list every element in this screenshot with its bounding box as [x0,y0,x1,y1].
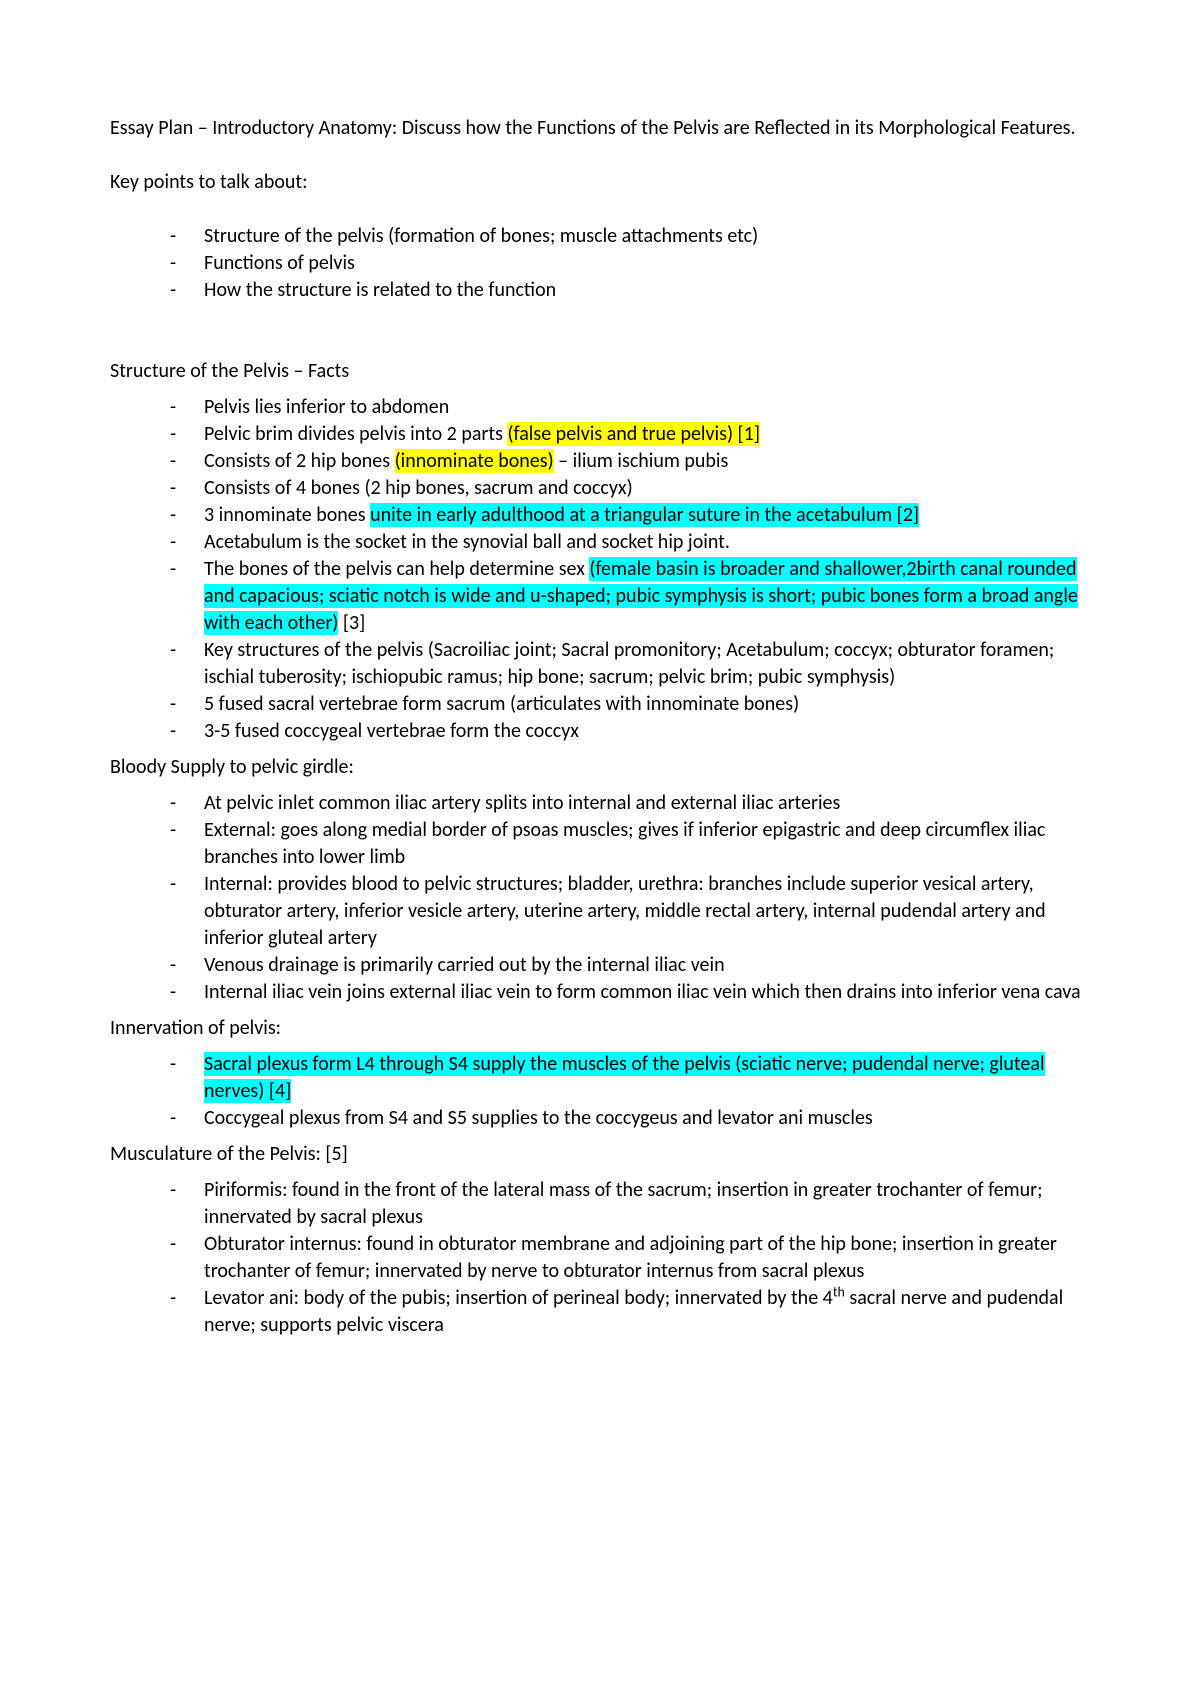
text-run: 5 fused sacral vertebrae form sacrum (ar… [204,692,799,716]
highlight-yellow: (false pelvis and true pelvis) [1] [507,422,760,446]
text-run: Levator ani: body of the pubis; insertio… [204,1286,833,1310]
list-item: Levator ani: body of the pubis; insertio… [170,1285,1090,1339]
document-title: Essay Plan – Introductory Anatomy: Discu… [110,115,1090,142]
list-item: At pelvic inlet common iliac artery spli… [170,790,1090,817]
text-run: Consists of 2 hip bones [204,449,395,473]
blood-list: At pelvic inlet common iliac artery spli… [110,790,1090,1006]
list-item: Venous drainage is primarily carried out… [170,952,1090,979]
list-item: 3-5 fused coccygeal vertebrae form the c… [170,718,1090,745]
text-run: Consists of 4 bones (2 hip bones, sacrum… [204,476,633,500]
list-item: Consists of 4 bones (2 hip bones, sacrum… [170,475,1090,502]
spacer [110,331,1090,358]
list-item: Internal iliac vein joins external iliac… [170,979,1090,1006]
text-run: Acetabulum is the socket in the synovial… [204,530,730,554]
structure-heading: Structure of the Pelvis – Facts [110,358,1090,385]
musculature-heading: Musculature of the Pelvis: [5] [110,1141,1090,1168]
list-item: External: goes along medial border of ps… [170,817,1090,871]
text-run: Key structures of the pelvis (Sacroiliac… [204,638,1054,689]
highlight-cyan: unite in early adulthood at a triangular… [370,503,919,527]
text-run: – ilium ischium pubis [554,449,729,473]
superscript: th [833,1283,845,1300]
text-run: 3 innominate bones [204,503,370,527]
list-item: Internal: provides blood to pelvic struc… [170,871,1090,952]
highlight-cyan: Sacral plexus form L4 through S4 supply … [204,1052,1045,1103]
list-item: 5 fused sacral vertebrae form sacrum (ar… [170,691,1090,718]
list-item: How the structure is related to the func… [170,277,1090,304]
list-item: 3 innominate bones unite in early adulth… [170,502,1090,529]
structure-list: Pelvis lies inferior to abdomenPelvic br… [110,394,1090,745]
list-item: Structure of the pelvis (formation of bo… [170,223,1090,250]
text-run: Pelvic brim divides pelvis into 2 parts [204,422,507,446]
list-item: Coccygeal plexus from S4 and S5 supplies… [170,1105,1090,1132]
musculature-list: Piriformis: found in the front of the la… [110,1177,1090,1339]
innervation-heading: Innervation of pelvis: [110,1015,1090,1042]
list-item: Acetabulum is the socket in the synovial… [170,529,1090,556]
document-page: Essay Plan – Introductory Anatomy: Discu… [0,0,1200,1339]
list-item: Obturator internus: found in obturator m… [170,1231,1090,1285]
keypoints-list: Structure of the pelvis (formation of bo… [110,223,1090,304]
text-run: 3-5 fused coccygeal vertebrae form the c… [204,719,579,743]
list-item: Pelvis lies inferior to abdomen [170,394,1090,421]
list-item: The bones of the pelvis can help determi… [170,556,1090,637]
list-item: Piriformis: found in the front of the la… [170,1177,1090,1231]
blood-heading: Bloody Supply to pelvic girdle: [110,754,1090,781]
list-item: Functions of pelvis [170,250,1090,277]
list-item: Key structures of the pelvis (Sacroiliac… [170,637,1090,691]
list-item: Pelvic brim divides pelvis into 2 parts … [170,421,1090,448]
highlight-yellow: (innominate bones) [395,449,554,473]
text-run: [3] [338,611,365,635]
list-item: Sacral plexus form L4 through S4 supply … [170,1051,1090,1105]
text-run: Pelvis lies inferior to abdomen [204,395,449,419]
list-item: Consists of 2 hip bones (innominate bone… [170,448,1090,475]
text-run: The bones of the pelvis can help determi… [204,557,589,581]
innervation-list: Sacral plexus form L4 through S4 supply … [110,1051,1090,1132]
keypoints-heading: Key points to talk about: [110,169,1090,196]
text-run: Coccygeal plexus from S4 and S5 supplies… [204,1106,873,1130]
